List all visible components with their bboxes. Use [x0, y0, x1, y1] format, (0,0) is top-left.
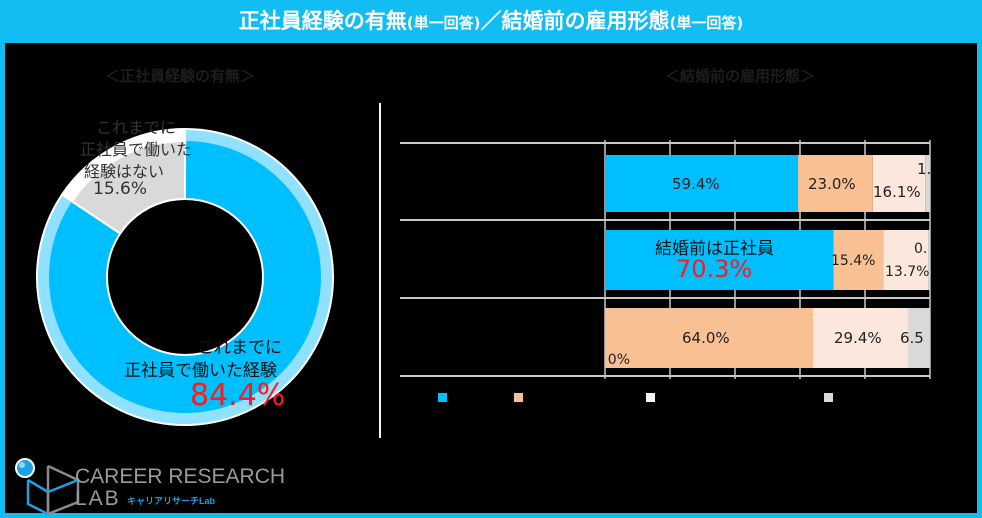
bar-label-r1-s1: 59.4% [672, 175, 720, 193]
donut-no-value: 15.6% [93, 179, 148, 199]
bar-label-r3-s4: 6.5 [900, 329, 924, 347]
legend-swatch-4 [824, 393, 833, 402]
donut-yes-label-line1: これまでに [197, 338, 282, 358]
bar-label-r1-s2: 23.0% [808, 175, 856, 193]
bar-label-r1-s4: 1. [917, 160, 930, 178]
bar-r3-s4 [908, 308, 930, 368]
legend-swatch-3 [646, 393, 655, 402]
bar-r1-s3 [872, 155, 926, 212]
title-sub-2: (単一回答) [669, 14, 744, 32]
logo-line2: LAB [75, 487, 121, 510]
donut-yes-value: 84.4% [190, 378, 286, 413]
legend-swatch-1 [438, 393, 447, 402]
donut-hole [106, 198, 264, 356]
bar-label-r3-s2: 64.0% [682, 329, 730, 347]
bar-r3-s2 [605, 308, 813, 368]
bar-r3-s3 [813, 308, 909, 368]
left-section-title: ＜正社員経験の有無＞ [105, 67, 256, 85]
bar-r2-s2 [833, 230, 884, 290]
page-title: 正社員経験の有無(単一回答)／結婚前の雇用形態(単一回答) [0, 0, 982, 43]
title-sub-1: (単一回答) [406, 14, 481, 32]
bar-callout-value: 70.3% [676, 255, 753, 283]
bar-chart-legend [438, 393, 833, 402]
title-separator: ／ [480, 9, 502, 33]
logo-jp: キャリアリサーチLab [127, 496, 216, 506]
bar-r2-s1 [605, 230, 834, 290]
donut-segment-yes [49, 141, 322, 414]
bar-r1-s4 [925, 155, 930, 212]
bar-r1-s2 [798, 155, 873, 212]
donut-no-label-line1: これまでに [96, 118, 177, 137]
bar-r2-s3 [883, 230, 929, 290]
bar-label-r2-s3: 13.7% [885, 264, 930, 280]
bar-r2-s4 [928, 230, 930, 290]
legend-swatch-2 [514, 393, 523, 402]
bar-label-r3-s1: 0% [607, 352, 630, 368]
donut-yes-label-line2: 正社員で働いた経験 [124, 361, 277, 381]
title-main-1: 正社員経験の有無 [238, 9, 407, 33]
panel-divider [379, 103, 381, 438]
bar-callout-label: 結婚前は正社員 [655, 239, 774, 259]
logo-icon [15, 458, 80, 516]
donut-no-label-line3: 経験はない [84, 162, 165, 181]
donut-no-label-line2: 正社員で働いた [80, 140, 193, 159]
bar-r1-s1 [605, 155, 799, 212]
right-section-title: ＜結婚前の雇用形態＞ [665, 67, 816, 85]
bar-label-r2-s2: 15.4% [831, 253, 876, 269]
bar-chart-bars [605, 155, 930, 368]
bar-label-r3-s3: 29.4% [834, 329, 882, 347]
logo-line1: CAREER RESEARCH [75, 465, 286, 488]
title-main-2: 結婚前の雇用形態 [501, 9, 670, 33]
bar-label-r1-s3: 16.1% [873, 183, 921, 201]
bar-label-r2-s4: 0. [914, 241, 928, 257]
